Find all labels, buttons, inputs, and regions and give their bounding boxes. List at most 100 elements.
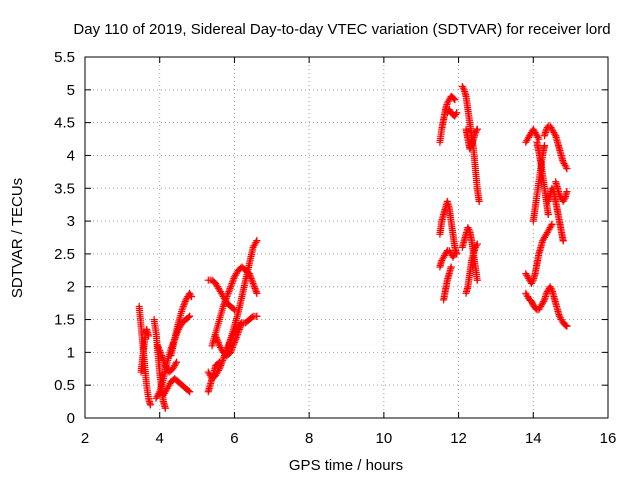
x-tick-label: 6 [230, 430, 238, 447]
data-point-marker [475, 197, 483, 205]
series-track-q [462, 125, 481, 153]
data-point-marker [155, 345, 163, 353]
series-track-r [436, 197, 461, 258]
y-tick-label: 3.5 [54, 180, 75, 197]
data-point-marker [230, 340, 238, 348]
series-track-y [540, 122, 571, 173]
data-point-marker [218, 358, 226, 366]
data-point-marker [215, 365, 223, 373]
x-tick-label: 12 [450, 430, 467, 447]
y-tick-label: 5 [67, 82, 75, 99]
data-point-marker [161, 404, 169, 412]
data-point-marker [184, 387, 192, 395]
series-track-ad [529, 142, 548, 225]
data-point-marker [219, 355, 227, 363]
data-point-marker [232, 335, 240, 343]
data-point-marker [528, 278, 536, 286]
data-point-marker [216, 363, 224, 371]
data-point-marker [187, 291, 195, 299]
data-point-marker [156, 347, 164, 355]
data-point-marker [172, 360, 180, 368]
y-tick-label: 4 [67, 147, 75, 164]
series-track-ab [522, 220, 556, 287]
y-tick-label: 1.5 [54, 312, 75, 329]
data-point-marker [227, 281, 235, 289]
data-point-marker [560, 196, 568, 204]
data-point-marker [160, 358, 168, 366]
data-point-marker [229, 278, 237, 286]
data-point-marker [184, 313, 192, 321]
y-tick-label: 2 [67, 279, 75, 296]
data-point-marker [157, 350, 165, 358]
data-point-marker [563, 322, 571, 330]
data-point-marker [547, 222, 555, 230]
data-point-marker [250, 281, 258, 289]
data-point-marker [187, 293, 195, 301]
data-point-marker [249, 279, 257, 287]
data-point-marker [215, 366, 223, 374]
data-point-marker [214, 339, 222, 347]
data-point-marker [229, 305, 237, 313]
series-track-f [167, 289, 195, 360]
data-point-marker [229, 343, 237, 351]
data-point-marker [548, 220, 556, 228]
data-point-marker [227, 347, 235, 355]
data-point-marker [231, 337, 239, 345]
series-track-m [212, 319, 246, 360]
plot-frame [84, 56, 609, 419]
data-point-marker [213, 335, 221, 343]
series-track-n [436, 92, 459, 146]
series-track-s [436, 247, 459, 271]
data-point-marker [253, 312, 261, 320]
data-point-marker [179, 304, 187, 312]
data-point-marker [158, 353, 166, 361]
data-point-marker [252, 286, 260, 294]
data-point-marker [472, 127, 480, 135]
data-point-marker [232, 334, 240, 342]
series-track-aa [552, 178, 571, 205]
data-point-marker [236, 324, 244, 332]
x-tick-label: 2 [81, 430, 89, 447]
data-point-marker [473, 276, 481, 284]
data-point-marker [227, 283, 235, 291]
data-point-marker [225, 286, 233, 294]
data-point-marker [159, 357, 167, 365]
data-point-marker [551, 130, 559, 138]
series-track-b [137, 325, 153, 376]
data-point-marker [229, 276, 237, 284]
data-point-marker [559, 237, 567, 245]
series-track-g [154, 342, 181, 376]
data-point-marker [563, 188, 571, 196]
data-point-marker [459, 84, 467, 92]
data-point-marker [235, 327, 243, 335]
data-point-marker [563, 165, 571, 173]
y-tick-label: 0 [67, 410, 75, 427]
data-point-marker [248, 313, 256, 321]
x-axis-label: GPS time / hours [289, 457, 403, 474]
data-point-marker [238, 319, 246, 327]
data-point-marker [226, 284, 234, 292]
data-point-marker [154, 342, 162, 350]
series-track-ac [522, 283, 571, 330]
data-point-marker [253, 289, 261, 297]
data-point-marker [237, 320, 245, 328]
data-point-marker [154, 343, 162, 351]
data-point-marker [465, 225, 473, 233]
data-point-marker [212, 334, 220, 342]
data-point-marker [248, 276, 256, 284]
data-point-marker [217, 361, 225, 369]
data-point-marker [179, 302, 187, 310]
data-point-marker [173, 358, 181, 366]
data-point-marker [159, 355, 167, 363]
data-point-marker [161, 360, 169, 368]
data-point-marker [181, 297, 189, 305]
data-point-marker [214, 337, 222, 345]
data-point-marker [217, 360, 225, 368]
y-tick-label: 1 [67, 344, 75, 361]
data-point-marker [180, 301, 188, 309]
axis-ticks: 2 4 6 8 10 12 14 16 0 0.5 1 1.5 2 2.5 3 3.5 4 4.5 5 5.5 [54, 49, 616, 447]
data-point-marker [233, 332, 241, 340]
y-tick-label: 5.5 [54, 49, 75, 66]
x-tick-label: 14 [525, 430, 542, 447]
